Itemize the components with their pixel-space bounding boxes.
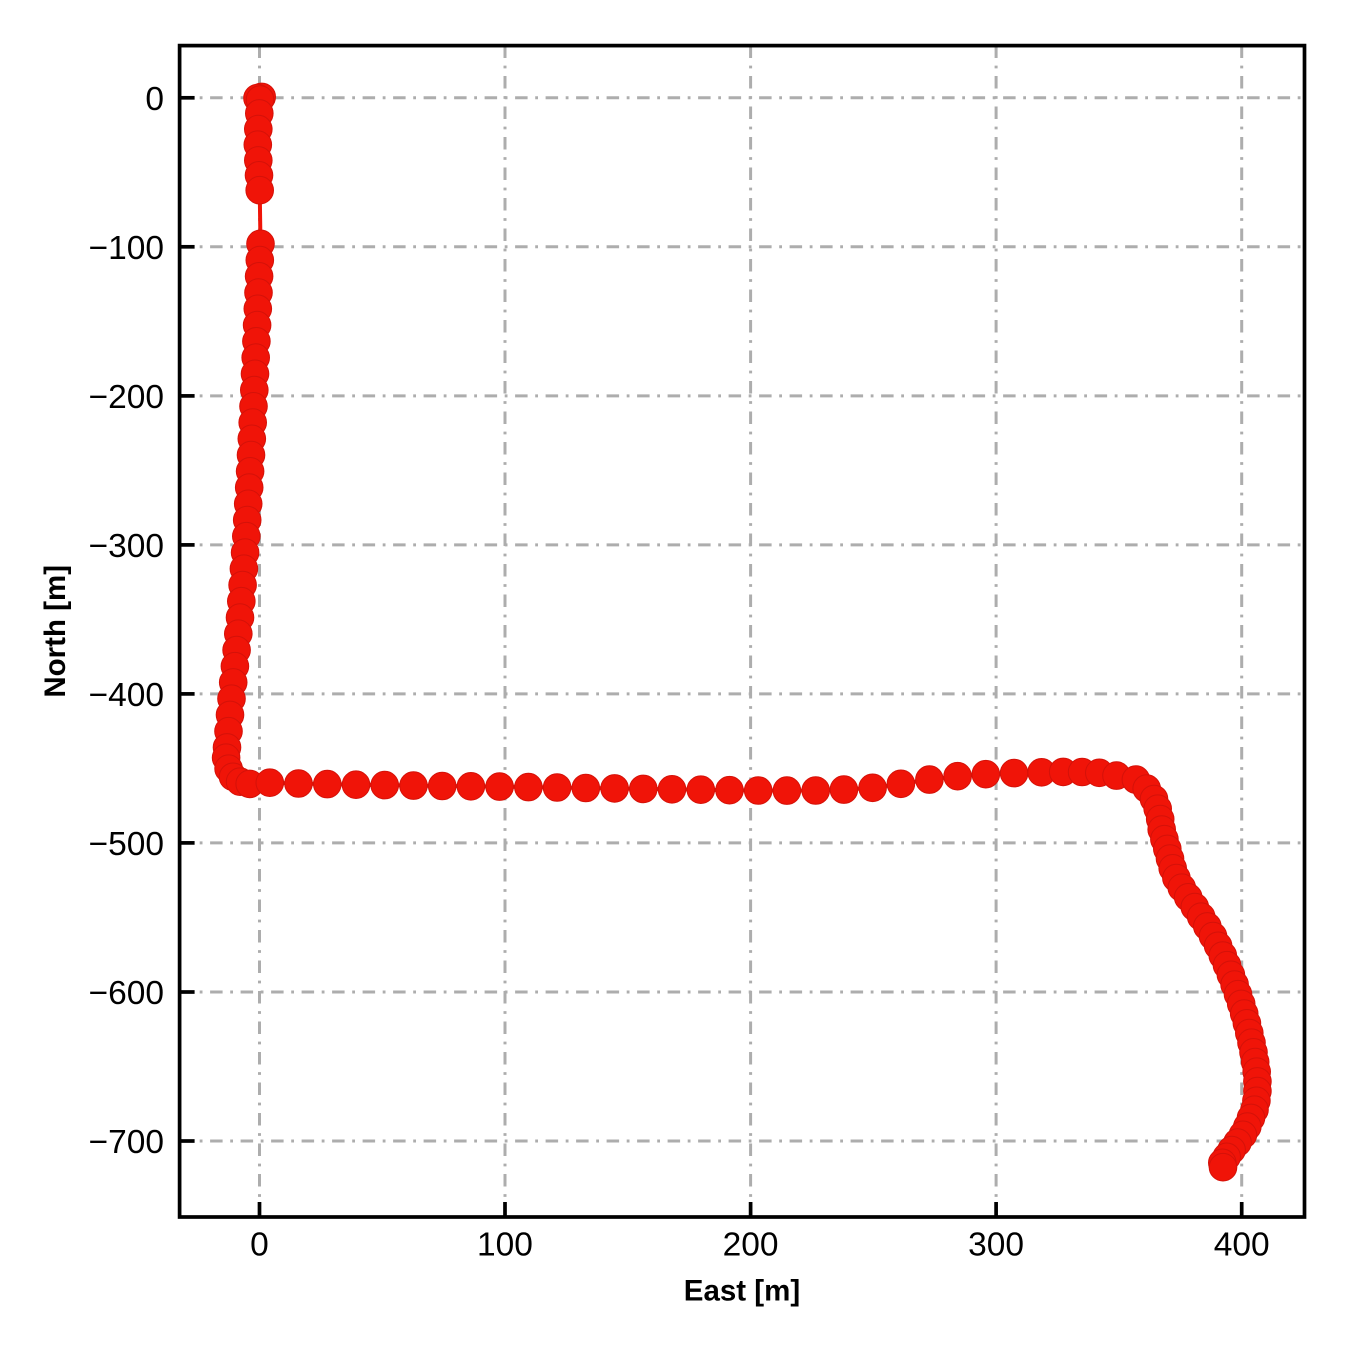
svg-text:0: 0 (250, 1227, 269, 1264)
svg-text:−100: −100 (89, 230, 164, 267)
svg-text:200: 200 (723, 1227, 779, 1264)
svg-text:100: 100 (477, 1227, 533, 1264)
svg-text:East [m]: East [m] (684, 1275, 800, 1308)
svg-text:−300: −300 (89, 528, 164, 565)
svg-text:−600: −600 (89, 975, 164, 1012)
svg-text:North [m]: North [m] (39, 565, 72, 698)
svg-text:400: 400 (1214, 1227, 1270, 1264)
svg-text:−400: −400 (89, 677, 164, 714)
svg-text:0: 0 (145, 81, 164, 118)
svg-text:−700: −700 (89, 1124, 164, 1161)
svg-text:300: 300 (968, 1227, 1024, 1264)
svg-text:−200: −200 (89, 379, 164, 416)
svg-text:−500: −500 (89, 826, 164, 863)
